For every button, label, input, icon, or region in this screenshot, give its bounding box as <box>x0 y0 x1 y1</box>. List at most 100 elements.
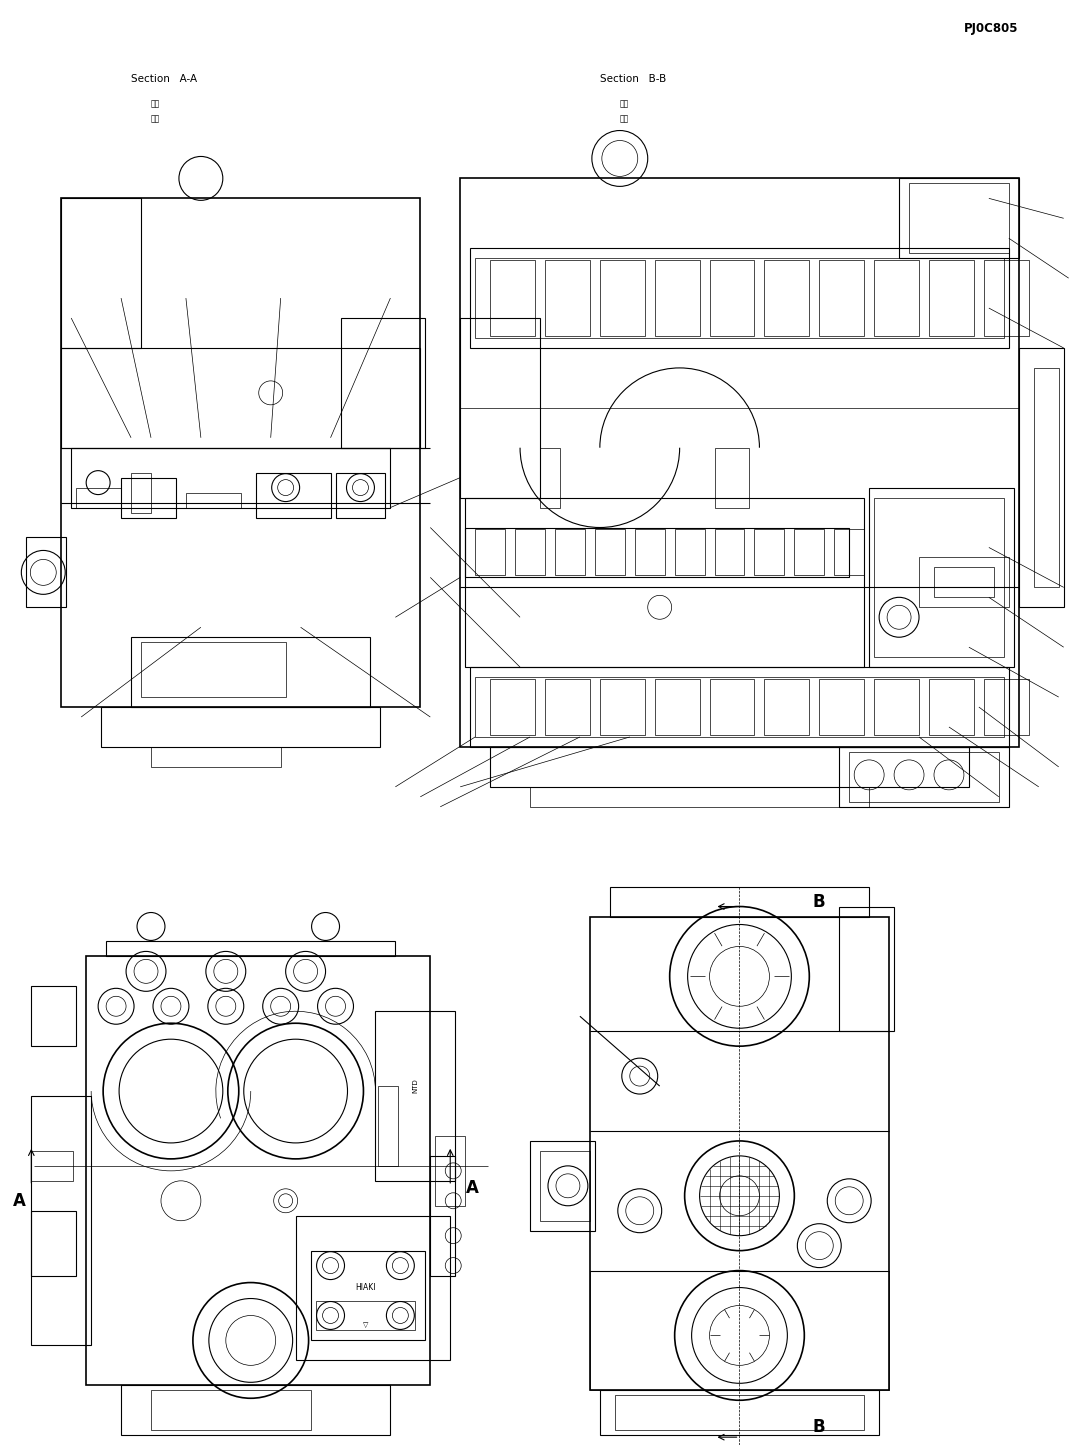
Bar <box>849 752 998 802</box>
Bar <box>1019 347 1063 608</box>
Bar <box>121 478 176 518</box>
Bar <box>929 679 973 735</box>
Bar <box>590 1270 889 1391</box>
Bar <box>674 530 705 576</box>
Bar <box>984 260 1029 336</box>
Bar <box>615 1395 864 1430</box>
Bar <box>475 258 1004 339</box>
Bar <box>186 492 241 508</box>
Bar <box>461 318 540 498</box>
Bar <box>540 1150 590 1221</box>
Bar <box>820 679 864 735</box>
Bar <box>835 530 864 576</box>
Bar <box>61 198 421 708</box>
Text: A: A <box>13 1192 26 1210</box>
Bar <box>635 530 664 576</box>
Bar <box>599 260 645 336</box>
Bar <box>555 530 585 576</box>
Bar <box>1034 368 1059 587</box>
Bar <box>141 642 286 697</box>
Bar <box>874 679 919 735</box>
Bar <box>530 787 869 807</box>
Bar <box>655 679 699 735</box>
Bar <box>336 473 386 518</box>
Bar <box>101 708 380 747</box>
Bar <box>256 473 331 518</box>
Bar <box>599 679 645 735</box>
Bar <box>72 447 390 508</box>
Bar <box>919 557 1009 608</box>
Bar <box>31 1095 91 1346</box>
Bar <box>465 498 864 667</box>
Bar <box>874 498 1004 657</box>
Bar <box>475 530 505 576</box>
Bar <box>470 667 1009 747</box>
Bar <box>121 1385 390 1435</box>
Bar <box>86 956 430 1385</box>
Bar <box>590 916 889 1391</box>
Bar <box>490 747 969 787</box>
Bar <box>839 906 894 1032</box>
Bar <box>31 987 76 1046</box>
Bar <box>929 260 973 336</box>
Bar <box>515 530 545 576</box>
Bar <box>76 488 121 508</box>
Bar <box>540 447 560 508</box>
Bar <box>131 473 151 512</box>
Bar <box>909 184 1009 253</box>
Text: 断面: 断面 <box>620 114 629 123</box>
Text: B: B <box>813 1418 826 1437</box>
Bar <box>151 747 281 767</box>
Bar <box>710 260 754 336</box>
Bar <box>710 679 754 735</box>
Bar <box>839 747 1009 807</box>
Text: PJ0C805: PJ0C805 <box>965 22 1019 35</box>
Bar <box>595 530 624 576</box>
Bar <box>31 1211 76 1276</box>
Bar <box>714 530 745 576</box>
Bar <box>151 1391 311 1430</box>
Bar <box>490 260 535 336</box>
Text: Section   A-A: Section A-A <box>131 74 197 84</box>
Text: 断面: 断面 <box>151 98 160 109</box>
Bar <box>436 1136 465 1205</box>
Text: NTD: NTD <box>412 1078 418 1094</box>
Bar <box>296 1215 450 1360</box>
Bar <box>984 679 1029 735</box>
Bar <box>26 537 66 608</box>
Bar <box>934 567 994 598</box>
Text: ▽: ▽ <box>363 1323 369 1328</box>
Bar <box>106 942 396 956</box>
Bar <box>470 249 1009 347</box>
Bar <box>599 1391 879 1435</box>
Bar <box>655 260 699 336</box>
Bar <box>545 679 590 735</box>
Text: HIAKI: HIAKI <box>356 1283 376 1292</box>
Bar <box>131 637 371 708</box>
Text: 断面: 断面 <box>620 98 629 109</box>
Bar <box>461 178 1019 747</box>
Bar <box>795 530 824 576</box>
Bar <box>315 1301 415 1330</box>
Bar <box>610 887 869 916</box>
Bar <box>378 1087 398 1166</box>
Bar <box>530 1140 595 1231</box>
Text: B: B <box>813 893 826 910</box>
Bar <box>340 318 425 447</box>
Bar <box>545 260 590 336</box>
Text: Section   B-B: Section B-B <box>599 74 666 84</box>
Bar <box>764 679 810 735</box>
Bar <box>61 198 141 347</box>
Bar <box>764 260 810 336</box>
Bar <box>754 530 785 576</box>
Bar <box>311 1250 425 1340</box>
Bar <box>61 347 421 447</box>
Bar <box>820 260 864 336</box>
Bar <box>430 1156 455 1276</box>
Bar <box>465 528 849 577</box>
Text: 断面: 断面 <box>151 114 160 123</box>
Bar <box>714 447 749 508</box>
Bar <box>490 679 535 735</box>
Bar <box>31 1150 74 1181</box>
Bar <box>375 1011 455 1181</box>
